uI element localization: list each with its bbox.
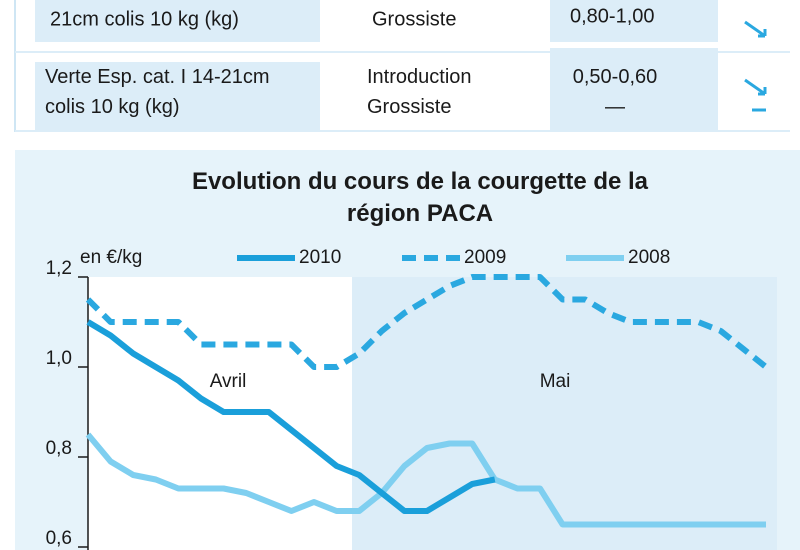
annotation: Avril [210,371,247,392]
cell-text: Introduction Grossiste [367,66,472,118]
y-tick-label: 0,8 [46,438,72,459]
legend-label: 2010 [299,247,341,268]
annotation: Mai [540,371,571,392]
y-tick-label: 0,6 [46,528,72,549]
series-line [85,432,766,528]
cell-text: 21cm colis 10 kg (kg) [50,8,239,30]
trend-icon [744,20,767,38]
cell [35,62,320,130]
cell [550,0,718,42]
plot-area [88,277,352,550]
series-line [86,319,496,514]
y-axis-label: en €/kg [80,247,142,268]
cell-text: 0,50-0,60 — [572,66,658,118]
legend-label: 2008 [628,247,670,268]
legend-label: 2009 [464,247,506,268]
y-tick-label: 1,0 [46,348,72,369]
cell [35,0,320,42]
cell-text: Verte Esp. cat. I 14-21cm colis 10 kg (k… [45,66,270,118]
cell-text: 0,80-1,00 [570,5,655,27]
cell-text: Grossiste [372,8,456,30]
cell [550,48,718,130]
y-tick-label: 1,2 [46,258,72,279]
cell-wrap: Verte Esp. cat. I 14-21cm colis 10 kg (k… [45,66,270,118]
title-wrap: Evolution du cours de la courgette de la… [191,168,649,227]
chart-title: Evolution du cours de la courgette de la… [191,168,649,227]
cell-wrap: 0,50-0,60 — [572,66,658,118]
trend-icon [744,78,767,96]
cell-wrap: Introduction Grossiste [367,66,472,118]
